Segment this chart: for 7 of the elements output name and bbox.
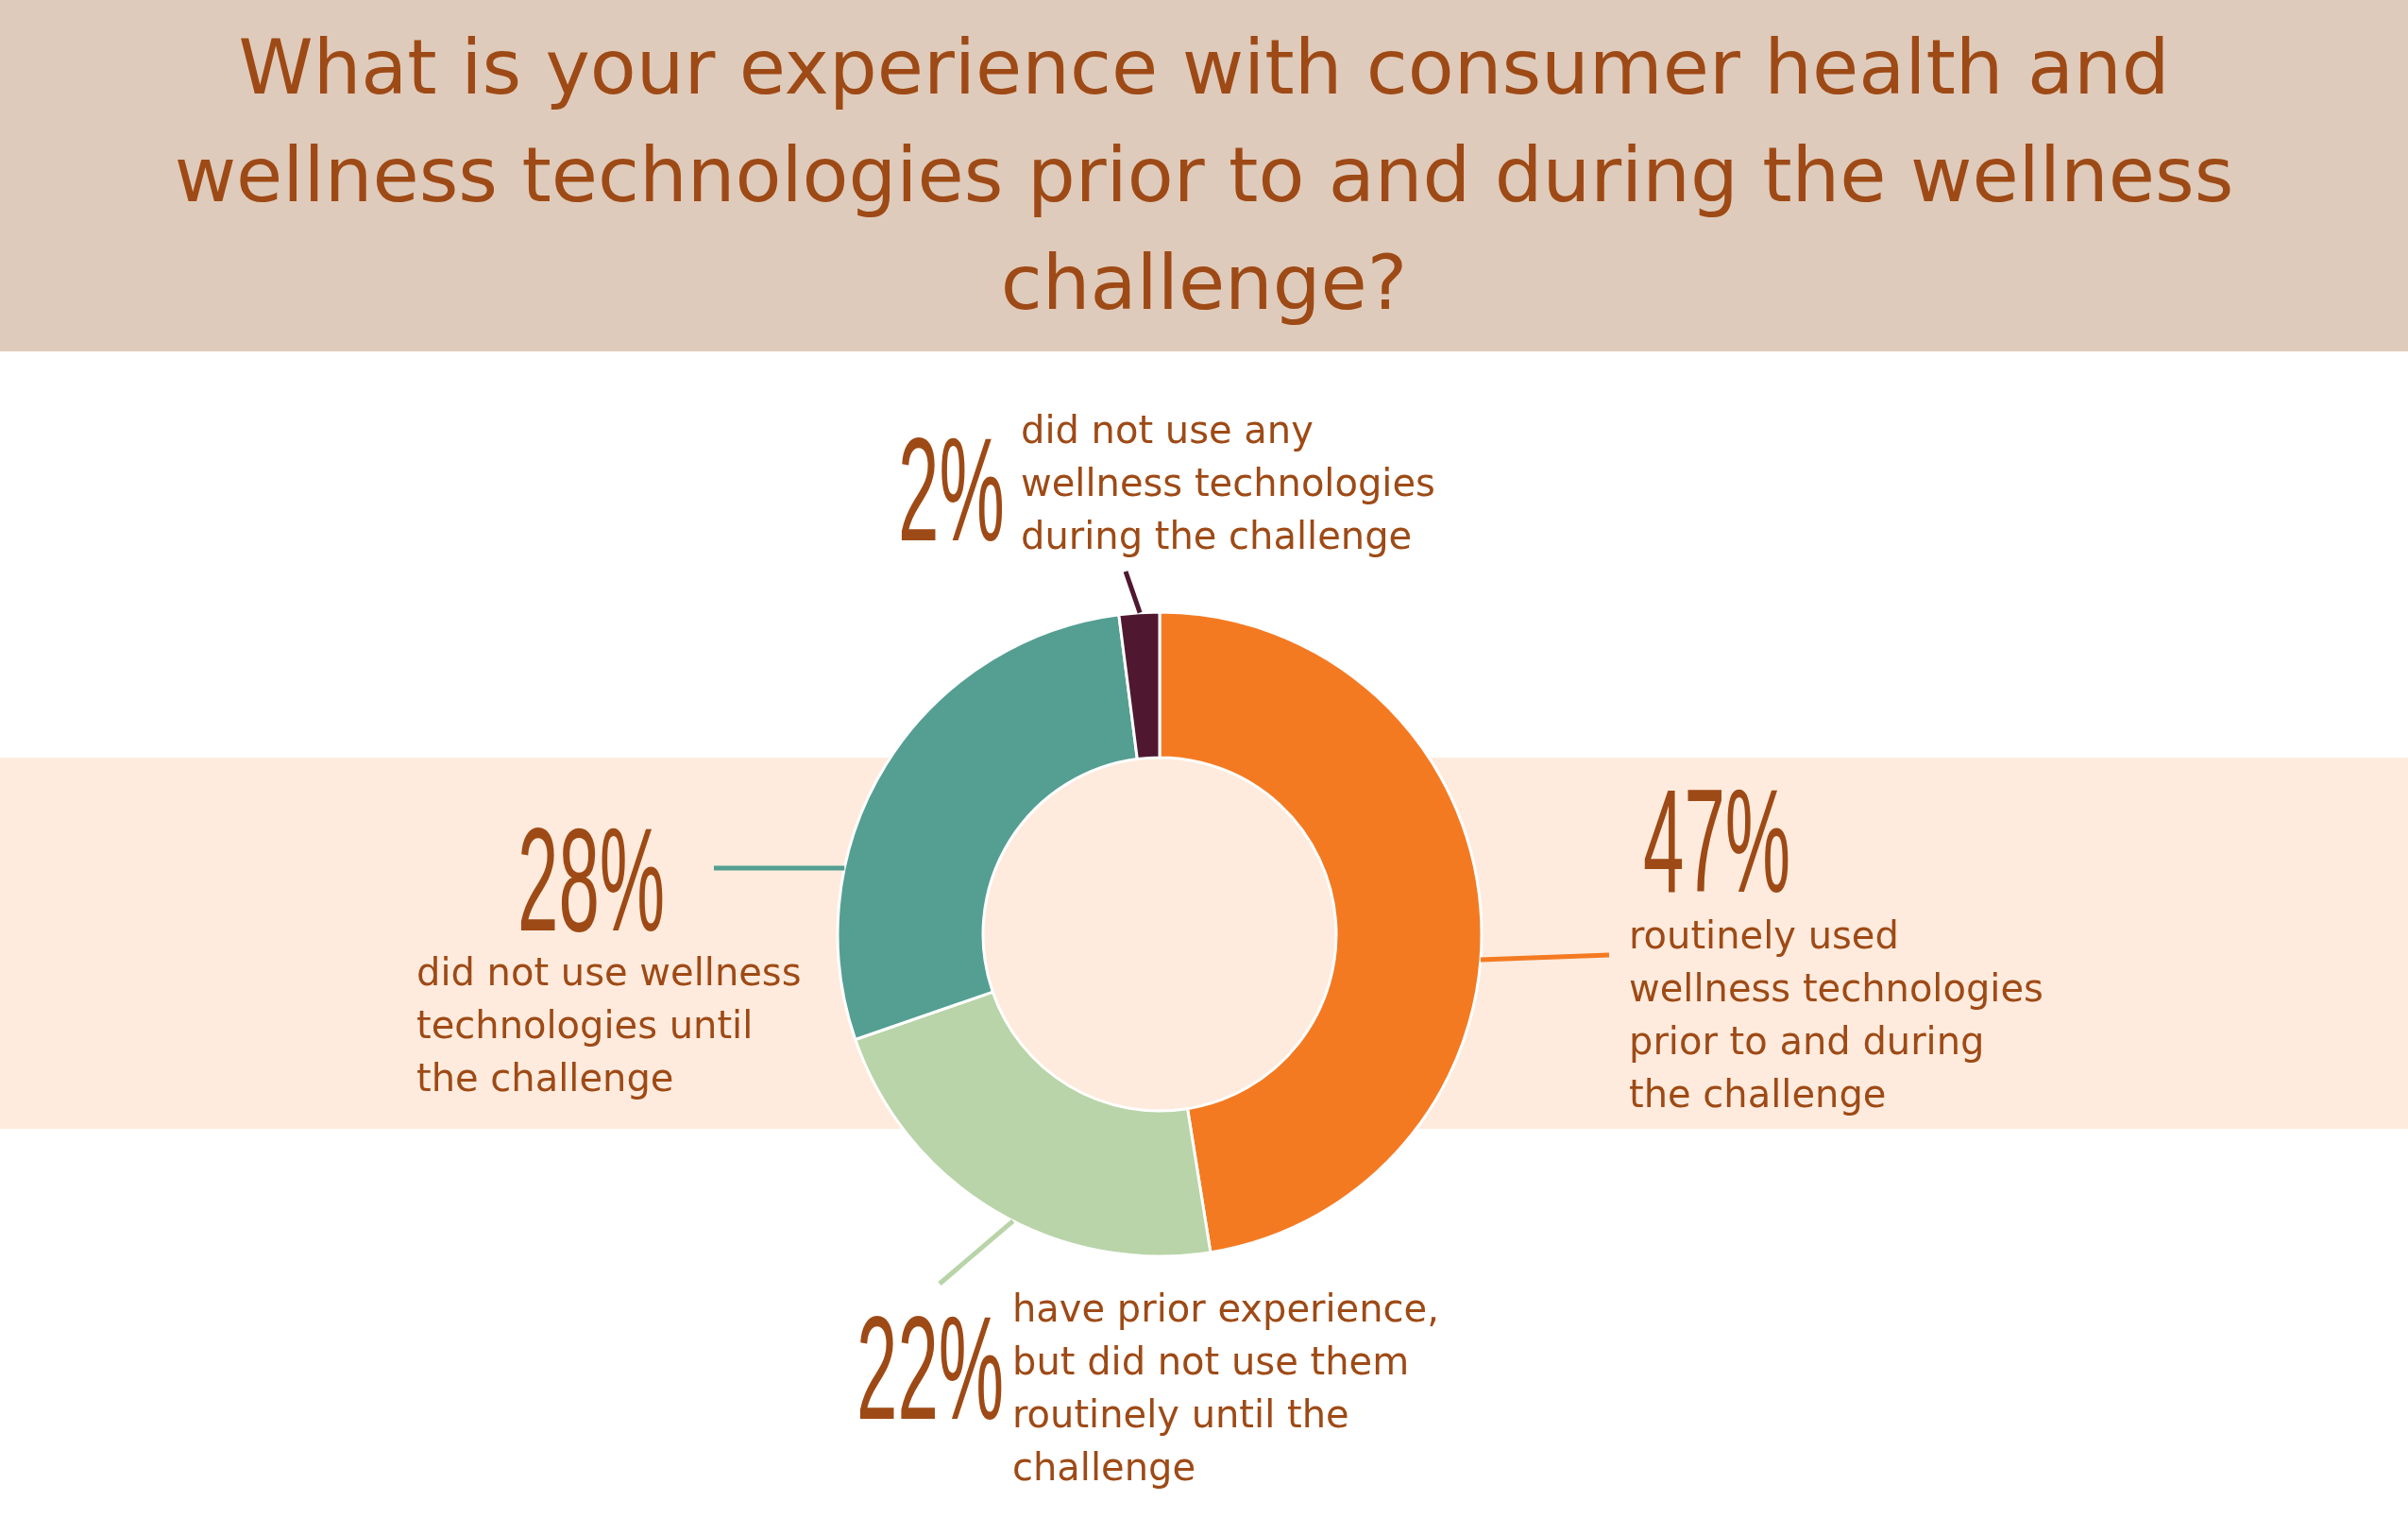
slice-label: have prior experience, but did not use them routinely until the challenge [1012,1286,1440,1491]
data-label: 22% [856,1286,1005,1450]
slice-label: did not use any wellness technologies during the challenge [1021,407,1436,559]
data-label: 2% [898,407,1005,571]
slice-label: routinely used wellness technologies prior to and during the challenge [1629,912,2044,1117]
slice-label: did not use wellness technologies until the challenge [416,949,803,1101]
chart-title: What is your experience with consumer health and wellness technologies prior to and during the wellness challenge? [173,23,2235,329]
